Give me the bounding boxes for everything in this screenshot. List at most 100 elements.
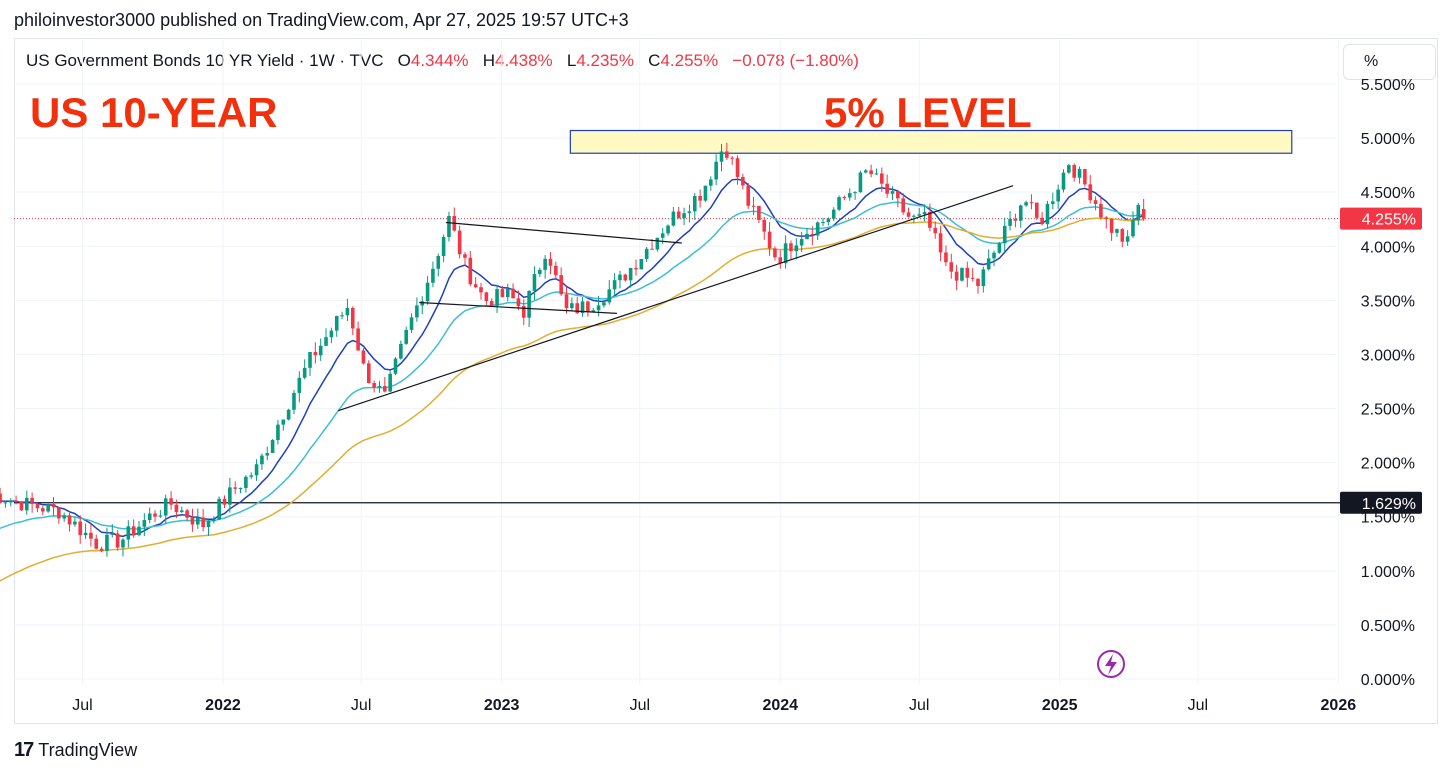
candle-body: [954, 271, 959, 281]
candle: [810, 226, 815, 246]
candle-body: [115, 533, 120, 548]
candle: [233, 481, 237, 495]
candle: [57, 507, 61, 524]
candle: [1029, 194, 1034, 210]
candle: [725, 142, 729, 160]
percent-scale-button[interactable]: %: [1343, 44, 1436, 80]
candle: [169, 491, 173, 510]
candle: [719, 143, 724, 172]
candle-body: [500, 289, 505, 298]
price-labels: 4.255% 1.629%: [1340, 207, 1422, 514]
candle-body: [874, 173, 879, 175]
candle: [949, 253, 954, 279]
five-percent-zone-box: [569, 129, 1293, 154]
candle: [687, 204, 692, 223]
candle: [944, 245, 948, 267]
candle: [436, 253, 441, 277]
tradingview-brand: TradingView: [38, 740, 138, 760]
candle-body: [318, 345, 323, 356]
candle: [901, 193, 905, 215]
trendline: [445, 221, 682, 244]
candle: [965, 261, 970, 288]
candle: [212, 516, 216, 524]
candle: [1045, 200, 1050, 229]
candle-body: [917, 214, 922, 216]
candle: [794, 238, 799, 260]
lightning-icon[interactable]: [1097, 650, 1125, 678]
candle: [1136, 203, 1141, 226]
candle: [94, 534, 99, 550]
candle-body: [746, 185, 751, 206]
candle: [634, 259, 638, 276]
trendline: [338, 185, 1014, 412]
candle: [0, 488, 2, 504]
candle-body: [3, 502, 8, 504]
candle: [163, 494, 168, 524]
x-tick-label: 2024: [762, 697, 798, 714]
candle: [847, 188, 852, 201]
publisher-caption: philoinvestor3000 published on TradingVi…: [14, 10, 629, 30]
candle-body: [1077, 169, 1082, 178]
candle-body: [938, 233, 943, 253]
candle-body: [281, 419, 286, 425]
candle: [580, 297, 585, 317]
candle: [885, 174, 889, 198]
candle-body: [1104, 217, 1109, 220]
candle: [1083, 169, 1087, 187]
candle: [345, 298, 350, 322]
candle-body: [35, 503, 40, 509]
candle-body: [901, 198, 905, 213]
candle: [318, 338, 323, 361]
candle: [970, 268, 975, 282]
candle-body: [345, 307, 350, 316]
candle: [265, 446, 270, 461]
candle: [789, 240, 793, 260]
candle-body: [185, 510, 189, 518]
candle: [399, 340, 403, 360]
candle: [286, 408, 291, 421]
candle-body: [1040, 217, 1044, 225]
candle-body: [292, 392, 296, 410]
candle-body: [383, 386, 387, 392]
candle-body: [543, 258, 547, 270]
y-tick-label: 1.500%: [1361, 510, 1415, 527]
candle-body: [1002, 225, 1007, 244]
candle-body: [78, 521, 83, 536]
candle-body: [970, 277, 975, 279]
candle-body: [479, 287, 483, 293]
candle: [746, 182, 751, 209]
candle: [409, 313, 414, 333]
candle: [249, 472, 254, 480]
candle: [484, 291, 489, 305]
candle: [564, 286, 569, 314]
candle: [762, 216, 767, 240]
candle-body: [655, 237, 660, 250]
candle: [709, 176, 713, 191]
candle: [297, 371, 302, 403]
candle: [67, 513, 72, 532]
candle-body: [473, 284, 478, 288]
candle-body: [682, 213, 686, 219]
y-tick-label: 0.000%: [1361, 672, 1415, 689]
candle-body: [912, 215, 916, 217]
tradingview-logo[interactable]: 17 TradingView: [14, 739, 137, 762]
candle-body: [548, 258, 553, 266]
candle: [826, 217, 831, 226]
candle: [51, 496, 56, 516]
candle-body: [110, 533, 115, 535]
candle-body: [1013, 218, 1018, 221]
candle-body: [1024, 202, 1028, 206]
y-tick-label: 3.500%: [1361, 293, 1415, 310]
candle: [350, 306, 355, 336]
candle-body: [719, 151, 724, 162]
candle-body: [847, 193, 852, 198]
candle-body: [618, 274, 622, 281]
candle: [377, 380, 382, 393]
candle: [858, 170, 863, 193]
trendlines: [338, 185, 1014, 412]
candle: [880, 167, 884, 192]
candle-body: [431, 268, 435, 283]
candle: [463, 252, 467, 266]
candle: [703, 185, 708, 202]
